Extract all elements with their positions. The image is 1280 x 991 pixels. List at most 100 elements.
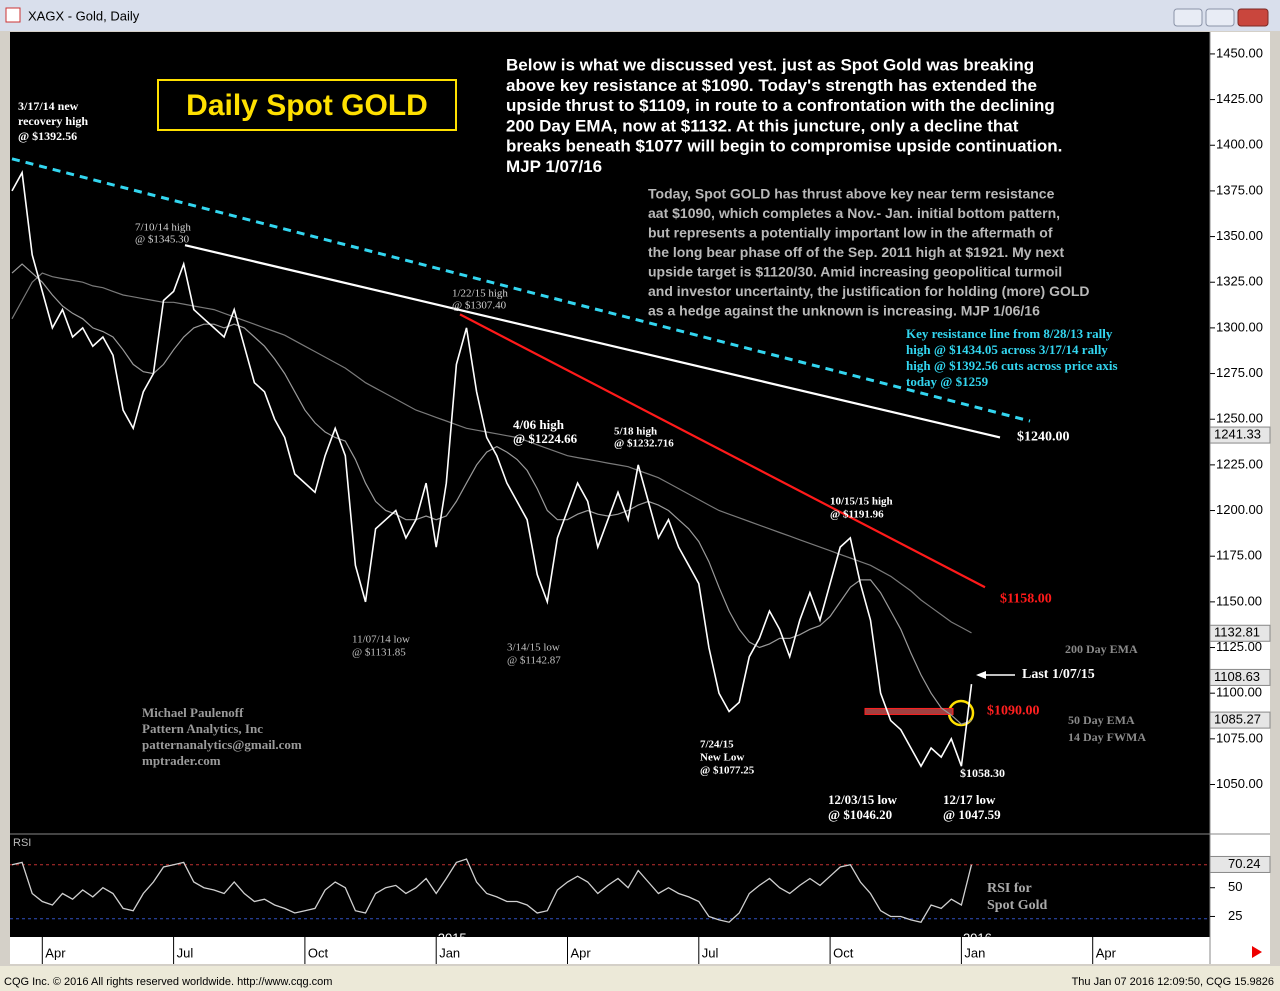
trendline <box>11 157 1031 423</box>
y-tick-label: 1425.00 <box>1216 91 1263 106</box>
annotation: 11/07/14 low <box>352 634 410 646</box>
annotation: 3/14/15 low <box>507 642 560 654</box>
annotation: 200 Day EMA, now at $1132. At this junct… <box>506 116 1019 135</box>
year-label: 2016 <box>963 930 992 945</box>
axis-marker-label: 1132.81 <box>1214 625 1260 640</box>
annotation: @ $1392.56 <box>18 129 77 143</box>
level-label: $1090.00 <box>987 704 1040 719</box>
annotation: @ 1047.59 <box>943 807 1001 822</box>
status-bar <box>0 966 1280 991</box>
annotation: 3/17/14 new <box>18 99 79 113</box>
x-tick-label: Jan <box>964 945 985 960</box>
annotation: @ $1046.20 <box>828 807 892 822</box>
series-label: 200 Day EMA <box>1065 642 1138 656</box>
y-tick-label: 1375.00 <box>1216 182 1263 197</box>
annotation: high @ $1392.56 cuts across price axis <box>906 358 1118 373</box>
y-tick-label: 1175.00 <box>1216 548 1262 563</box>
series-line <box>11 263 972 725</box>
annotation: as a hedge against the unknown is increa… <box>648 303 1040 319</box>
annotation: upside thrust to $1109, in route to a co… <box>506 96 1055 115</box>
annotation: 14 Day FWMA <box>1068 730 1146 744</box>
y-tick-label: 1075.00 <box>1216 730 1263 745</box>
trendline <box>184 244 1001 439</box>
series-label: 50 Day EMA <box>1068 713 1135 727</box>
annotation: the long bear phase off of the Sep. 2011… <box>648 244 1065 260</box>
title-bar <box>0 0 1280 31</box>
axis-marker-box <box>1209 624 1271 642</box>
annotation: RSI for <box>987 881 1032 896</box>
rsi-y-tick-label: 50 <box>1228 879 1242 894</box>
window-title: XAGX - Gold, Daily <box>28 8 140 23</box>
annotation: upside target is $1120/30. Amid increasi… <box>648 264 1062 280</box>
app-icon <box>5 7 21 23</box>
rsi-label: RSI <box>13 837 31 849</box>
annotation: 12/03/15 low <box>828 792 898 807</box>
annotation: breaks beneath $1077 will begin to compr… <box>506 137 1062 156</box>
annotation: @ $1077.25 <box>700 765 755 777</box>
annotation: but represents a potentially important l… <box>648 225 1053 241</box>
axis-marker-label: 1241.33 <box>1214 426 1261 441</box>
rsi-current-box <box>1209 855 1271 873</box>
status-left: CQG Inc. © 2016 All rights reserved worl… <box>4 976 332 988</box>
annotation: @ $1345.30 <box>135 234 190 246</box>
minimize-button[interactable] <box>1173 8 1203 27</box>
x-tick-label: Oct <box>833 945 854 960</box>
series-line <box>11 272 972 634</box>
series-line <box>11 170 973 768</box>
x-tick-label: Jul <box>702 945 719 960</box>
annotation: Spot Gold <box>987 898 1048 913</box>
axis-marker-label: 1108.63 <box>1214 669 1260 684</box>
y-tick-label: 1400.00 <box>1216 137 1263 152</box>
annotation: 7/24/15 <box>700 739 734 751</box>
axis-marker-box <box>1209 426 1271 444</box>
plot-background <box>10 32 1210 937</box>
annotation: 4/06 high <box>513 417 565 432</box>
annotation: Michael Paulenoff <box>142 705 244 720</box>
axis-marker-label: 1085.27 <box>1214 712 1261 727</box>
x-tick-label: Apr <box>1096 945 1117 960</box>
annotation: MJP 1/07/16 <box>506 157 602 176</box>
y-tick-label: 1300.00 <box>1216 319 1263 334</box>
annotation: Below is what we discussed yest. just as… <box>506 55 1034 74</box>
annotation: 10/15/15 high <box>830 496 893 508</box>
scroll-arrow[interactable] <box>1252 946 1262 958</box>
resistance-band <box>864 707 954 715</box>
trendline-label: $1158.00 <box>1000 591 1052 606</box>
annotation: and investor uncertainty, the justificat… <box>648 283 1090 299</box>
annotation: 7/10/14 high <box>135 222 191 234</box>
annotation: Today, Spot GOLD has thrust above key ne… <box>648 186 1055 202</box>
y-tick-label: 1325.00 <box>1216 274 1263 289</box>
last-arrowhead <box>976 671 986 679</box>
time-axis <box>10 937 1270 964</box>
y-tick-label: 1275.00 <box>1216 365 1263 380</box>
price-axis <box>1210 32 1270 937</box>
annotation: Key resistance line from 8/28/13 rally <box>906 326 1113 341</box>
rsi-line <box>11 858 973 923</box>
annotation: 12/17 low <box>943 792 996 807</box>
annotation: @ $1224.66 <box>513 431 578 446</box>
annotation: 5/18 high <box>614 426 657 438</box>
y-tick-label: 1450.00 <box>1216 45 1263 60</box>
annotation: New Low <box>700 752 744 764</box>
annotation: recovery high <box>18 114 88 128</box>
y-tick-label: 1200.00 <box>1216 502 1263 517</box>
rsi-y-tick-label: 25 <box>1228 908 1242 923</box>
annotation: patternanalytics@gmail.com <box>142 737 302 752</box>
title-box <box>157 79 457 131</box>
annotation: 1/22/15 high <box>452 288 508 300</box>
y-tick-label: 1225.00 <box>1216 456 1263 471</box>
annotation: above key resistance at $1090. Today's s… <box>506 76 1037 95</box>
annotation: today @ $1259 <box>906 374 989 389</box>
maximize-button[interactable] <box>1205 8 1235 27</box>
annotation: high @ $1434.05 across 3/17/14 rally <box>906 342 1108 357</box>
chart-title: Daily Spot GOLD <box>186 89 428 122</box>
y-tick-label: 1100.00 <box>1216 685 1262 700</box>
y-tick-label: 1125.00 <box>1216 639 1262 654</box>
annotation: @ $1191.96 <box>830 509 884 521</box>
x-tick-label: Oct <box>308 945 329 960</box>
y-tick-label: 1250.00 <box>1216 411 1263 426</box>
x-tick-label: Apr <box>571 945 592 960</box>
close-button[interactable] <box>1237 8 1269 27</box>
